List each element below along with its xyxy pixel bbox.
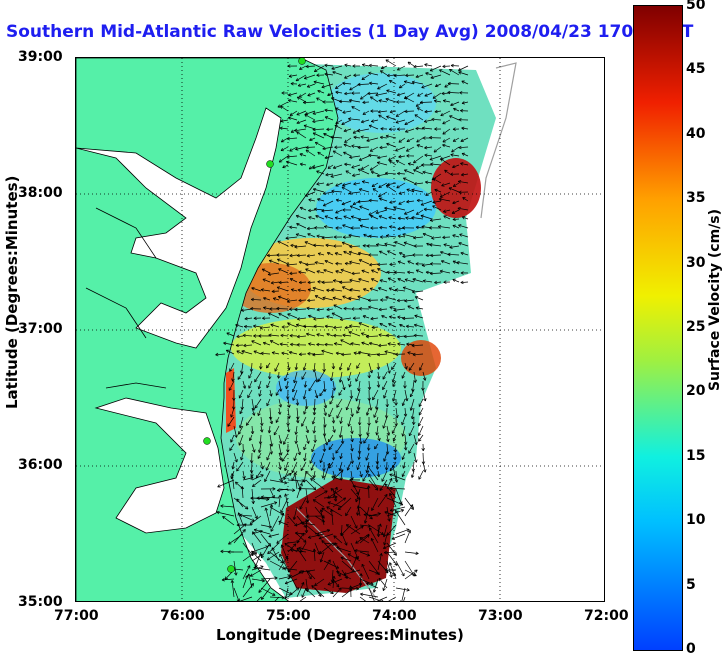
colorbar-tick-label: 35 [686, 190, 706, 206]
x-tick-label: 77:00 [54, 608, 99, 624]
radar-site-marker [227, 565, 235, 573]
x-tick-label: 76:00 [160, 608, 205, 624]
y-tick-label: 37:00 [18, 321, 63, 337]
radar-site-marker [298, 58, 306, 65]
x-tick-label: 72:00 [584, 608, 629, 624]
colorbar-tick-label: 50 [686, 0, 706, 13]
x-tick-label: 74:00 [372, 608, 417, 624]
y-tick-label: 39:00 [18, 49, 63, 65]
chart-title: Southern Mid-Atlantic Raw Velocities (1 … [6, 22, 694, 42]
x-axis-label: Longitude (Degrees:Minutes) [216, 626, 464, 644]
colorbar-tick-label: 45 [686, 61, 706, 77]
colorbar-tick-label: 30 [686, 255, 706, 271]
colorbar-label: Surface Velocity (cm/s) [707, 208, 723, 392]
colorbar-tick-label: 0 [686, 641, 696, 657]
grid-lines [76, 58, 604, 601]
velocity-map [76, 58, 604, 601]
colorbar-tick-label: 25 [686, 319, 706, 335]
colorbar-gradient [634, 6, 682, 650]
colorbar [633, 5, 683, 651]
radar-sites [203, 58, 306, 573]
colorbar-tick-label: 40 [686, 126, 706, 142]
radar-site-marker [266, 160, 274, 168]
colorbar-tick-label: 20 [686, 383, 706, 399]
colorbar-tick-label: 10 [686, 512, 706, 528]
velocity-vectors [215, 59, 469, 601]
colorbar-tick-label: 5 [686, 577, 696, 593]
y-tick-label: 36:00 [18, 457, 63, 473]
colorbar-tick-label: 15 [686, 448, 706, 464]
y-tick-label: 38:00 [18, 185, 63, 201]
x-tick-label: 73:00 [478, 608, 523, 624]
y-tick-label: 35:00 [18, 594, 63, 610]
x-tick-label: 75:00 [266, 608, 311, 624]
radar-site-marker [203, 437, 211, 445]
map-panel [75, 57, 605, 602]
y-axis-label: Latitude (Degrees:Minutes) [3, 175, 21, 409]
